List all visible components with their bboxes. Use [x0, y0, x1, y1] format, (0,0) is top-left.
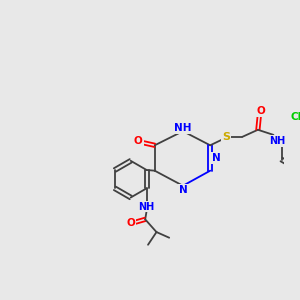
Text: S: S	[222, 132, 230, 142]
Text: NH: NH	[174, 123, 192, 133]
Text: O: O	[126, 218, 135, 228]
Text: Cl: Cl	[290, 112, 300, 122]
Text: O: O	[256, 106, 265, 116]
Text: N: N	[212, 153, 221, 163]
Text: NH: NH	[269, 136, 285, 146]
Text: N: N	[178, 185, 187, 195]
Text: NH: NH	[139, 202, 155, 212]
Text: O: O	[134, 136, 143, 146]
